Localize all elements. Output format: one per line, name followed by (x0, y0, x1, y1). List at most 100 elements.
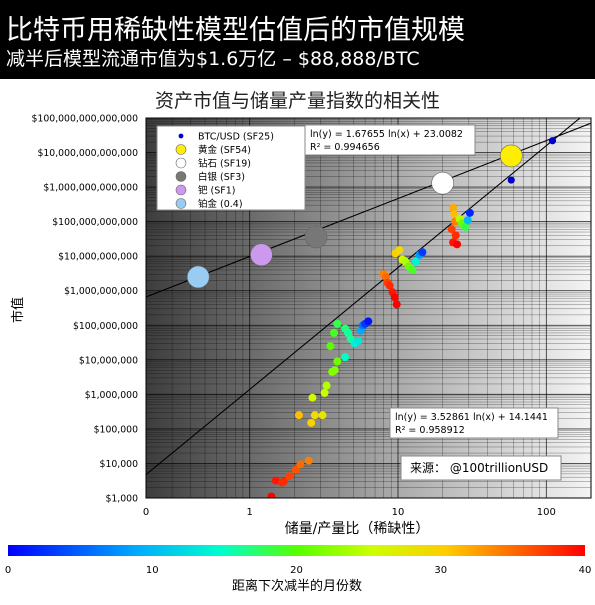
banner-title: 比特币用稀缺性模型估值后的市值规模 (6, 15, 465, 46)
source-note: 来源： @100trillionUSD (410, 461, 548, 475)
legend-label: BTC/USD (SF25) (198, 132, 274, 143)
legend-label: 黄金 (SF54) (198, 144, 251, 156)
btc-point (291, 465, 300, 474)
x-tick-label: 100 (537, 507, 556, 518)
commodity-point (186, 265, 210, 289)
x-axis-ticks: 0 1 10 100 (143, 507, 556, 518)
y-tick-label: $100,000,000 (73, 321, 138, 332)
data-points (186, 137, 557, 498)
model-point (507, 176, 515, 184)
btc-point (343, 328, 352, 337)
btc-point (326, 342, 335, 351)
x-tick-label: 10 (392, 507, 405, 518)
legend-marker (175, 171, 187, 182)
x-axis-label: 储量/产量比（稀缺性） (285, 521, 430, 537)
regression-box-1: ln(y) = 1.67655 ln(x) + 23.0082 R² = 0.9… (304, 124, 476, 156)
btc-point (451, 231, 460, 240)
colorbar-tick-label: 0 (5, 565, 11, 576)
plot-frame (145, 117, 592, 499)
btc-point (449, 203, 458, 212)
btc-point (463, 216, 472, 225)
grid (146, 118, 591, 498)
y-tick-label: $1,000 (105, 494, 138, 505)
y-tick-label: $10,000,000,000,000 (37, 148, 138, 159)
btc-point (296, 460, 305, 469)
btc-point (354, 337, 363, 346)
regression-2-r2: R² = 0.958912 (395, 425, 465, 436)
btc-point (322, 381, 331, 390)
commodity-point (304, 225, 328, 249)
commodity-point (250, 243, 273, 267)
legend-marker (178, 133, 184, 139)
y-tick-label: $10,000 (100, 459, 139, 470)
btc-point (408, 265, 417, 274)
commodity-point (499, 144, 523, 168)
legend-label: 钻石 (SF19) (198, 158, 251, 170)
btc-point (392, 300, 401, 309)
btc-point (310, 411, 319, 420)
btc-point (285, 472, 294, 481)
y-tick-label: $1,000,000,000 (64, 286, 138, 297)
btc-point (294, 411, 303, 420)
banner-subtitle: 减半后模型流通市值为$1.6万亿 – $88,888/BTC (6, 48, 420, 70)
chart-title: 资产市值与储量产量指数的相关性 (154, 90, 440, 112)
y-tick-label: $10,000,000,000 (58, 252, 138, 263)
btc-point (333, 319, 342, 328)
btc-point (418, 248, 427, 257)
y-axis-ticks: $1,000 $10,000 $100,000 $1,000,000 $10,000,0… (32, 114, 139, 505)
legend-label: 铂金 (0.4) (198, 198, 243, 210)
btc-point (329, 328, 338, 337)
regression-1-r2: R² = 0.994656 (310, 142, 380, 153)
commodity-point (431, 171, 454, 195)
legend-label: 钯 (SF1) (198, 185, 235, 197)
regression-1-equation: ln(y) = 1.67655 ln(x) + 23.0082 (310, 129, 463, 140)
colorbar-tick-label: 10 (146, 565, 159, 576)
btc-point (307, 418, 316, 427)
btc-point (330, 366, 339, 375)
btc-point (364, 317, 373, 326)
btc-point (333, 357, 342, 366)
btc-point (267, 492, 276, 498)
legend-label: 白银 (SF3) (198, 171, 245, 183)
btc-point (385, 281, 394, 290)
colorbar-label: 距离下次减半的月份数 (232, 578, 362, 594)
colorbar-tick-label: 30 (434, 565, 447, 576)
btc-point (395, 246, 404, 255)
btc-point (461, 222, 470, 231)
btc-point (320, 388, 329, 397)
regression-2-equation: ln(y) = 3.52861 ln(x) + 14.1441 (395, 412, 548, 423)
btc-point (453, 240, 462, 249)
y-tick-label: $100,000,000,000,000 (32, 114, 139, 125)
model-point (548, 137, 557, 145)
btc-point (304, 456, 313, 465)
regression-box-2: ln(y) = 3.52861 ln(x) + 14.1441 R² = 0.9… (389, 407, 559, 439)
legend-marker (175, 198, 187, 209)
btc-point (390, 293, 399, 302)
title-banner: 比特币用稀缺性模型估值后的市值规模 减半后模型流通市值为$1.6万亿 – $88… (0, 0, 595, 79)
legend-marker (175, 184, 187, 196)
y-tick-label: $100,000 (94, 424, 138, 435)
btc-point (341, 353, 350, 362)
legend-marker (175, 144, 187, 155)
btc-point (411, 257, 420, 266)
btc-point (277, 478, 286, 487)
colorbar-tick-label: 20 (290, 565, 303, 576)
btc-point (447, 225, 456, 234)
colorbar-tick-label: 40 (579, 565, 592, 576)
btc-point (308, 393, 317, 402)
y-tick-label: $10,000,000 (79, 355, 138, 366)
y-axis-label: 市值 (10, 297, 26, 323)
legend: BTC/USD (SF25)黄金 (SF54) 钻石 (SF19)白银 (SF3)… (156, 125, 306, 211)
btc-point (318, 411, 327, 420)
regression-line-2 (146, 118, 581, 476)
legend-marker (175, 157, 187, 169)
y-tick-label: $1,000,000 (85, 390, 138, 401)
y-tick-label: $1,000,000,000,000 (43, 183, 138, 194)
btc-point (271, 476, 280, 485)
x-tick-label: 0 (143, 507, 149, 518)
source-box: 来源： @100trillionUSD (400, 455, 562, 481)
y-tick-label: $100,000,000,000 (52, 217, 138, 228)
x-tick-label: 1 (246, 507, 252, 518)
btc-point (465, 208, 474, 217)
